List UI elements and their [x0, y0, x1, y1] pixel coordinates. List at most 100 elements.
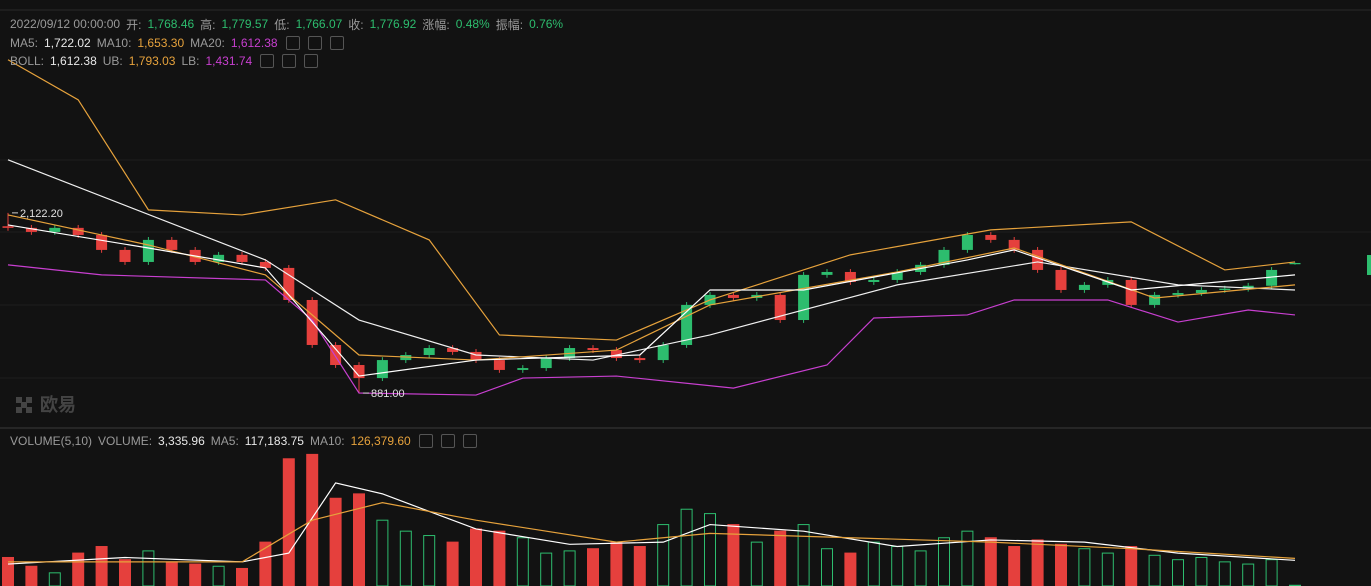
legend-value: 3,335.96: [158, 434, 205, 448]
legend-value: 1,431.74: [205, 54, 253, 68]
legend-label: MA5:: [10, 36, 39, 50]
settings-button[interactable]: [282, 54, 297, 68]
volume-bar: [423, 535, 436, 586]
candle-body: [1149, 294, 1161, 305]
field-label: 收:: [348, 17, 364, 32]
field-label: 开:: [126, 17, 142, 32]
settings-button[interactable]: [307, 36, 322, 50]
volume-ma-line: [8, 502, 1296, 563]
close-button[interactable]: [329, 36, 344, 50]
candle-body: [961, 234, 973, 250]
legend-value: 1,612.38: [230, 36, 278, 50]
field-value: 0.48%: [455, 17, 490, 31]
volume-bar: [236, 567, 248, 586]
candle-body: [353, 365, 365, 379]
volume-bar: [914, 550, 927, 586]
candle-body: [142, 239, 154, 262]
legend-label: MA5:: [210, 434, 239, 448]
legend-label: LB:: [181, 54, 200, 68]
candle-body: [727, 294, 739, 298]
volume-bar: [212, 565, 225, 586]
candle-body: [1032, 249, 1044, 270]
indicator-line: [7, 264, 1296, 396]
candle-body: [1289, 262, 1301, 265]
volume-bar: [25, 565, 38, 586]
volume-bar: [587, 548, 599, 586]
candle-body: [236, 254, 248, 262]
ohlc-header: 2022/09/12 00:00:00 开: 1,768.46 高: 1,779.57 低…: [10, 16, 563, 32]
settings-button[interactable]: [440, 434, 455, 448]
volume-bar: [657, 524, 670, 586]
volume-bar: [938, 537, 950, 586]
watermark: 欧易: [40, 394, 76, 415]
legend-value: 126,379.60: [350, 434, 411, 448]
volume-bar: [1055, 543, 1067, 586]
volume-bar: [563, 550, 576, 586]
volume-bar: [867, 541, 880, 586]
legend-label: MA10:: [96, 36, 132, 50]
volume-bar: [1265, 559, 1278, 586]
field-label: 高:: [200, 17, 216, 32]
watermark-logo: [16, 397, 32, 413]
eye-button[interactable]: [260, 54, 275, 68]
volume-bar: [165, 561, 178, 586]
candle-body: [49, 227, 61, 232]
volume-bar: [984, 537, 997, 586]
volume-bar: [516, 537, 529, 586]
eye-button[interactable]: [285, 36, 300, 50]
volume-bar: [1172, 559, 1184, 586]
volume-bar: [95, 546, 108, 586]
candle-body: [96, 234, 108, 250]
volume-bar: [844, 552, 857, 586]
candle-body: [844, 271, 856, 282]
field-value: 1,768.46: [147, 17, 195, 31]
candle-body: [938, 249, 950, 265]
legend-label: MA20:: [190, 36, 225, 50]
volume-bar: [961, 530, 974, 586]
volume-bar: [1101, 552, 1114, 586]
volume-bar: [1008, 546, 1021, 586]
volume-bar: [704, 513, 716, 586]
candle-body: [517, 368, 529, 370]
legend-label: VOLUME:: [98, 434, 153, 448]
legend-label: BOLL:: [10, 54, 45, 68]
field-label: 涨幅:: [422, 17, 450, 32]
field-value: 1,776.92: [369, 17, 417, 31]
candle-body: [634, 358, 646, 361]
volume-bar: [259, 541, 272, 586]
candle-body: [166, 239, 178, 250]
legend-value: 1,612.38: [50, 54, 97, 68]
candle-body: [1172, 293, 1184, 295]
legend-value: 117,183.75: [244, 434, 304, 448]
candle-body: [423, 348, 435, 355]
eye-button[interactable]: [418, 434, 433, 448]
candle-body: [283, 267, 295, 300]
candle-body: [259, 261, 271, 268]
volume-bar: [680, 508, 693, 586]
candle-body: [610, 350, 622, 359]
candle-body: [774, 294, 786, 321]
candle-body: [1078, 284, 1090, 290]
field-label: 低:: [274, 17, 290, 32]
volume-bar: [1218, 561, 1231, 586]
annotation: 881.00: [371, 388, 405, 400]
volume-bar: [376, 519, 389, 586]
field-value: 1,779.57: [221, 17, 269, 31]
candle-body: [540, 358, 552, 369]
volume-bar: [1125, 546, 1138, 586]
volume-bar: [633, 546, 646, 586]
candle-body: [447, 348, 459, 352]
volume-legend: VOLUME(5,10) VOLUME: 3,335.96 MA5: 117,183.7…: [10, 433, 477, 449]
candle-body: [213, 254, 225, 262]
close-button[interactable]: [304, 54, 319, 68]
candle-body: [681, 304, 693, 345]
volume-bar: [329, 497, 342, 586]
volume-ma-line: [7, 482, 1296, 565]
close-button[interactable]: [462, 434, 477, 448]
indicator-line: [7, 59, 1296, 341]
field-value: 0.76%: [529, 17, 564, 31]
ma-legend: MA5: 1,722.02 MA10: 1,653.30 MA20: 1,612.38: [10, 35, 344, 51]
volume-bar: [470, 528, 482, 586]
candle-body: [657, 344, 669, 361]
